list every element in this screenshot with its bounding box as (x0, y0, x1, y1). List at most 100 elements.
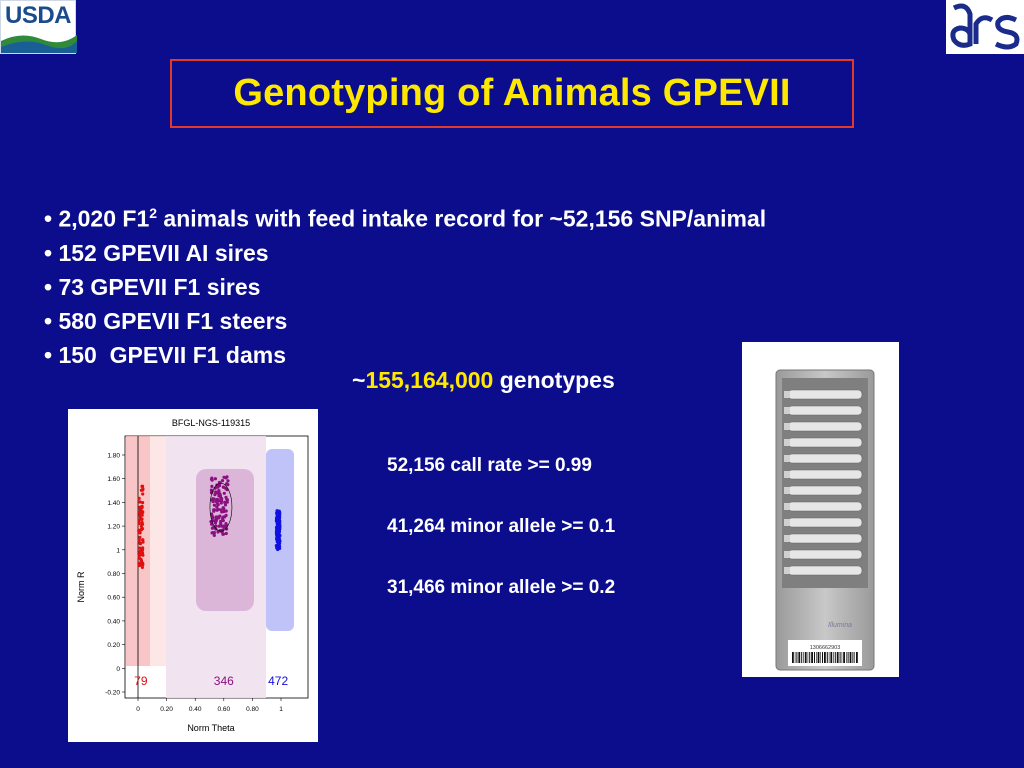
data-point (224, 524, 228, 528)
data-point (140, 561, 144, 566)
data-point (220, 497, 224, 501)
data-point (275, 516, 279, 520)
chip-brand: Illumina (828, 622, 852, 629)
data-point (138, 531, 142, 535)
data-point (141, 492, 145, 496)
data-point (225, 498, 229, 502)
chip-stripe-port (784, 455, 790, 462)
data-point (217, 489, 221, 493)
y-tick-label: 1.40 (107, 500, 120, 507)
data-point (214, 515, 218, 519)
data-point (140, 559, 144, 563)
y-tick-label: -0.20 (105, 690, 120, 697)
barcode-bar (820, 652, 821, 663)
x-tick-label: 0 (136, 706, 140, 713)
bullet-item: • 2,020 F12 animals with feed intake rec… (44, 196, 766, 236)
data-point (224, 476, 228, 480)
x-tick-label: 0.40 (189, 706, 202, 713)
chip-sample-stripe (787, 389, 863, 400)
data-point (140, 522, 145, 526)
data-point (221, 510, 226, 514)
barcode-bar (852, 652, 854, 663)
data-point (222, 507, 226, 511)
usda-logo: USDA (0, 0, 77, 54)
data-point (222, 485, 226, 489)
bullet-item: • 152 GPEVII AI sires (44, 236, 766, 270)
total-genotypes: ~155,164,000 genotypes (352, 367, 615, 394)
data-point (137, 563, 141, 568)
data-point (226, 483, 230, 487)
cluster-ellipse (209, 482, 233, 532)
barcode-bar (841, 652, 843, 663)
bullet-marker: • (44, 307, 53, 334)
chip-stripe-port (784, 423, 790, 430)
data-point (276, 547, 280, 552)
data-point (210, 484, 214, 488)
data-point (140, 517, 144, 521)
superscript: 2 (149, 205, 158, 221)
bullet-marker: • (44, 341, 53, 368)
bullet-item: • 580 GPEVII F1 steers (44, 304, 766, 338)
barcode-bar (809, 652, 811, 663)
data-point (209, 477, 214, 481)
barcode-bar (803, 652, 804, 663)
data-point (220, 479, 225, 483)
data-point (138, 535, 142, 539)
total-suffix: genotypes (493, 367, 615, 393)
data-point (138, 505, 142, 509)
y-tick-label: 0.40 (107, 618, 120, 625)
data-point (138, 500, 142, 504)
y-tick-label: 0.60 (107, 595, 120, 602)
data-point (215, 508, 219, 512)
barcode (792, 652, 858, 663)
data-point (277, 534, 281, 538)
chip-stripe-port (784, 471, 790, 478)
data-point (226, 479, 230, 483)
data-point (137, 538, 141, 542)
data-point (219, 521, 223, 526)
data-point (220, 516, 225, 521)
data-point (215, 505, 219, 509)
data-point (278, 513, 282, 517)
data-point (137, 555, 141, 559)
data-point (137, 528, 141, 532)
barcode-bar (843, 652, 845, 663)
data-point (140, 565, 144, 569)
data-point (137, 496, 141, 500)
barcode-bar (839, 652, 841, 663)
data-point (215, 491, 219, 495)
data-point (138, 553, 142, 557)
barcode-bar (854, 652, 855, 663)
data-point (140, 484, 144, 488)
data-point (140, 510, 144, 514)
cluster-region-aa-edge (150, 436, 166, 666)
data-point (141, 547, 145, 551)
chip-sample-stripe (787, 405, 863, 416)
usda-logo-hills (1, 35, 77, 53)
bullet-item: • 73 GPEVII F1 sires (44, 270, 766, 304)
data-point (276, 518, 280, 522)
stat-call-rate: 52,156 call rate >= 0.99 (387, 455, 592, 476)
y-tick-label: 0.80 (107, 571, 120, 578)
y-tick-label: 0 (116, 666, 120, 673)
data-point (137, 519, 141, 523)
chip-sample-stripe (787, 469, 863, 480)
chip-stripe-port (784, 567, 790, 574)
data-point (223, 503, 228, 507)
data-point (276, 509, 281, 513)
usda-logo-text: USDA (5, 2, 72, 29)
total-number: 155,164,000 (365, 367, 494, 393)
data-point (138, 546, 142, 550)
data-point (223, 515, 227, 519)
y-tick-label: 1.60 (107, 476, 120, 483)
bullet-text: 73 GPEVII F1 sires (58, 273, 261, 300)
x-axis-label: Norm Theta (187, 723, 234, 733)
data-point (140, 551, 145, 555)
page-title: Genotyping of Animals GPEVII (233, 72, 791, 114)
barcode-bar (794, 652, 796, 663)
x-tick-label: 0.60 (217, 706, 230, 713)
data-point (211, 531, 215, 535)
beadchip-svg: Illumina 1306662903 (775, 369, 875, 671)
barcode-bar (846, 652, 847, 663)
data-point (222, 491, 226, 495)
